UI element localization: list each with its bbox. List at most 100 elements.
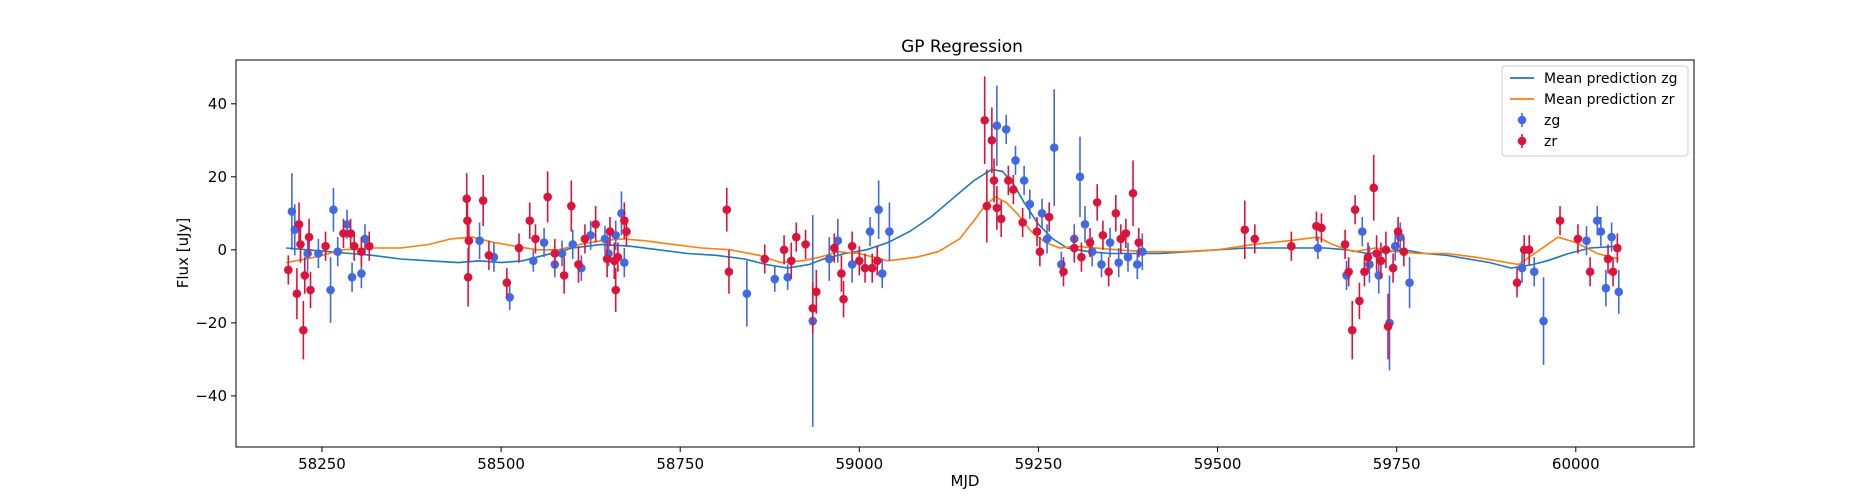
marker-zr-99 — [1512, 278, 1522, 288]
marker-zg-18 — [568, 240, 578, 249]
marker-zg-72 — [1607, 232, 1616, 242]
point-zr-4 — [299, 300, 308, 360]
marker-zr-11 — [349, 241, 359, 251]
point-zr-88 — [1355, 282, 1364, 320]
point-zr-5 — [300, 257, 310, 294]
point-zg-6 — [333, 237, 343, 267]
plot-area — [284, 76, 1624, 427]
point-zg-18 — [568, 229, 578, 259]
marker-zg-11 — [475, 236, 484, 246]
marker-zr-86 — [1347, 325, 1357, 335]
point-zr-13 — [364, 231, 374, 261]
point-zr-41 — [779, 235, 789, 265]
point-zr-87 — [1350, 195, 1360, 225]
marker-zr-83 — [1317, 223, 1326, 233]
point-zr-29 — [580, 224, 590, 254]
point-zg-54 — [1133, 249, 1142, 280]
marker-zg-48 — [1080, 219, 1090, 229]
marker-zr-13 — [364, 241, 374, 251]
y-tick-label-3: 20 — [208, 168, 227, 186]
point-zr-27 — [567, 180, 576, 232]
point-zr-17 — [464, 218, 474, 263]
marker-zg-8 — [347, 272, 357, 282]
point-zg-8 — [347, 262, 357, 292]
point-zg-44 — [1049, 89, 1059, 207]
marker-zr-0 — [284, 265, 293, 275]
marker-zr-105 — [1603, 254, 1613, 264]
marker-zg-65 — [1517, 263, 1527, 273]
marker-zr-72 — [1098, 230, 1108, 240]
marker-zr-44 — [801, 240, 810, 249]
y-tick-label-1: −20 — [195, 314, 227, 332]
marker-zr-9 — [339, 229, 348, 238]
marker-zr-8 — [321, 241, 330, 251]
point-zg-50 — [1097, 251, 1106, 278]
point-zr-40 — [760, 244, 770, 274]
marker-zg-59 — [1365, 260, 1374, 269]
point-zr-18 — [478, 175, 488, 227]
marker-zr-53 — [867, 263, 877, 273]
marker-zg-69 — [1592, 216, 1602, 225]
marker-zr-12 — [357, 247, 366, 256]
marker-zr-54 — [872, 256, 882, 266]
point-zg-35 — [877, 258, 887, 289]
marker-zr-38 — [722, 205, 732, 214]
point-zr-67 — [1059, 257, 1068, 287]
legend-entry-2: zg — [1517, 113, 1560, 129]
marker-zr-67 — [1059, 267, 1068, 277]
marker-zg-54 — [1133, 260, 1142, 269]
marker-zg-6 — [333, 247, 343, 256]
point-zr-25 — [550, 238, 560, 269]
marker-zr-10 — [346, 229, 355, 238]
marker-zg-66 — [1529, 267, 1539, 277]
point-zg-28 — [783, 264, 792, 291]
point-zr-99 — [1512, 268, 1522, 298]
point-zg-41 — [1025, 189, 1035, 219]
point-zr-72 — [1098, 220, 1108, 250]
point-zr-11 — [349, 231, 359, 261]
marker-zg-37 — [992, 121, 1002, 131]
marker-zr-34 — [611, 285, 621, 295]
marker-zg-5 — [329, 205, 338, 214]
point-zg-11 — [475, 222, 484, 259]
point-zr-0 — [284, 255, 293, 285]
marker-zg-35 — [877, 269, 887, 278]
point-zg-40 — [1019, 165, 1029, 196]
marker-zr-15 — [463, 216, 472, 225]
point-zr-37 — [622, 216, 631, 247]
marker-zr-96 — [1388, 263, 1398, 273]
marker-zg-30 — [824, 254, 834, 264]
legend-swatch-3 — [1517, 136, 1527, 146]
marker-zr-65 — [1035, 247, 1045, 256]
point-zg-36 — [885, 202, 894, 261]
marker-zg-55 — [1138, 247, 1147, 256]
point-zr-64 — [1032, 216, 1042, 247]
y-axis-label: Flux [uJy] — [174, 218, 192, 288]
marker-zr-61 — [1004, 176, 1013, 185]
point-zg-4 — [326, 257, 335, 323]
marker-zr-50 — [847, 241, 857, 251]
marker-zr-41 — [779, 245, 789, 255]
marker-zg-10 — [360, 234, 370, 244]
marker-zg-67 — [1539, 316, 1548, 326]
point-zg-55 — [1138, 233, 1147, 270]
marker-zg-73 — [1614, 287, 1624, 297]
marker-zr-18 — [478, 196, 488, 205]
marker-zr-31 — [602, 254, 612, 264]
point-zg-33 — [865, 216, 875, 247]
point-zr-89 — [1360, 257, 1369, 287]
point-zr-70 — [1085, 227, 1095, 258]
marker-zg-44 — [1049, 143, 1059, 152]
point-zg-51 — [1105, 227, 1115, 258]
marker-zr-39 — [724, 267, 734, 277]
point-zg-14 — [529, 249, 538, 272]
point-zr-26 — [559, 257, 569, 294]
legend-entry-1: Mean prediction zr — [1510, 92, 1675, 108]
point-zr-57 — [987, 107, 997, 174]
marker-zr-46 — [812, 287, 821, 297]
x-tick-label-5: 59500 — [1194, 455, 1242, 473]
marker-zr-93 — [1376, 256, 1386, 266]
marker-zg-17 — [557, 249, 567, 258]
point-zr-84 — [1340, 229, 1350, 259]
point-zg-31 — [833, 218, 843, 263]
